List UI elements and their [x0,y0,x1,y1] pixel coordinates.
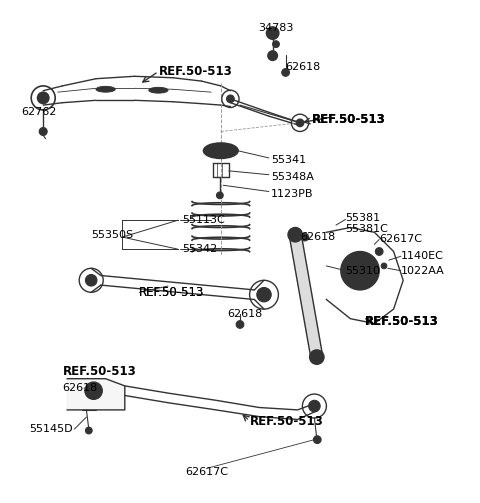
Text: 62618: 62618 [286,62,321,72]
Circle shape [266,27,279,39]
Text: 55341: 55341 [271,155,306,165]
Text: REF.50-513: REF.50-513 [158,65,232,78]
Circle shape [381,263,387,269]
Circle shape [227,95,234,103]
Text: REF.50-513: REF.50-513 [250,415,324,429]
Text: REF.50-513: REF.50-513 [312,113,386,126]
Circle shape [85,382,102,399]
Text: 62762: 62762 [22,107,57,117]
Text: 62618: 62618 [300,232,335,242]
Text: 62618: 62618 [62,383,97,393]
Text: 55113C: 55113C [182,215,225,225]
Circle shape [257,288,271,302]
Circle shape [282,68,289,76]
Text: 62617C: 62617C [379,234,422,244]
Text: REF.50-513: REF.50-513 [365,314,439,327]
Circle shape [216,192,223,199]
Circle shape [313,436,321,444]
Circle shape [350,261,370,280]
Text: 55348A: 55348A [271,172,314,182]
Text: 55381C: 55381C [346,224,388,234]
Text: 55310: 55310 [346,266,381,276]
Text: 1022AA: 1022AA [401,266,444,276]
Text: 62617C: 62617C [185,467,228,477]
Text: 55342: 55342 [182,244,217,254]
Text: REF.50-513: REF.50-513 [365,314,439,327]
Ellipse shape [204,143,238,158]
Circle shape [309,400,320,412]
Circle shape [90,387,97,394]
Text: 62618: 62618 [227,309,263,319]
Circle shape [37,92,49,104]
Circle shape [39,128,47,135]
Text: REF.50-513: REF.50-513 [62,365,136,378]
Text: 55381: 55381 [346,213,381,223]
Text: REF.50-513: REF.50-513 [139,286,204,299]
Circle shape [375,247,383,256]
Circle shape [85,275,97,286]
Circle shape [236,320,244,328]
Text: 1123PB: 1123PB [271,189,314,199]
Circle shape [288,227,302,242]
Circle shape [341,252,379,290]
Text: 34783: 34783 [258,23,294,33]
Ellipse shape [149,88,168,93]
Text: REF.50-513: REF.50-513 [312,113,386,126]
Text: 55350S: 55350S [91,230,133,240]
Circle shape [85,427,92,434]
Polygon shape [67,379,125,410]
Circle shape [310,350,324,364]
Ellipse shape [96,87,115,92]
Circle shape [273,41,279,47]
Circle shape [296,119,304,127]
Circle shape [301,233,309,241]
Text: 1140EC: 1140EC [401,252,444,261]
Circle shape [268,51,277,60]
Polygon shape [289,234,323,358]
Ellipse shape [211,146,230,155]
Text: REF.50-513: REF.50-513 [139,286,204,299]
Text: 55145D: 55145D [29,424,72,434]
